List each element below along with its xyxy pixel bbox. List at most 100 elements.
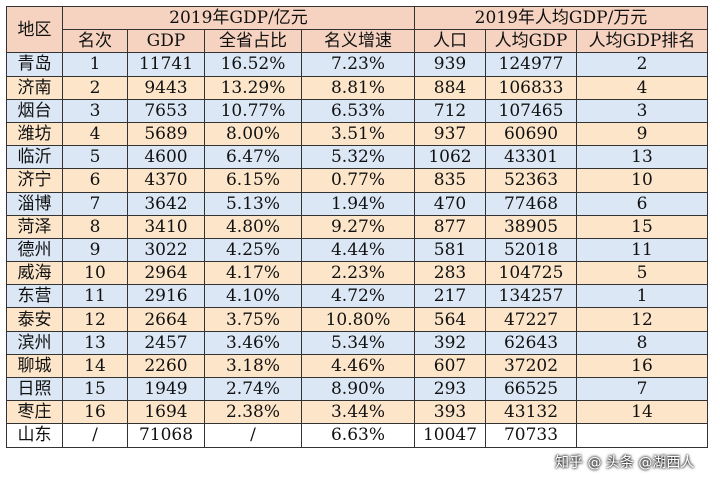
table-row: 枣庄 16 1694 2.38% 3.44% 393 43132 14 bbox=[6, 400, 708, 425]
cell-rank: 13 bbox=[62, 330, 128, 355]
cell-city: 聊城 bbox=[6, 353, 63, 379]
table-row: 滨州 13 2457 3.46% 5.34% 392 62643 8 bbox=[6, 330, 708, 355]
source-watermark: 知乎 @ 头条 @湖西人 bbox=[555, 455, 695, 471]
cell-share: 2.74% bbox=[204, 376, 302, 402]
cell-per-capita-rank: 9 bbox=[576, 121, 708, 147]
table-row: 泰安 12 2664 3.75% 10.80% 564 47227 12 bbox=[6, 307, 708, 332]
cell-growth: 1.94% bbox=[301, 191, 415, 216]
cell-rank: 15 bbox=[62, 376, 128, 402]
cell-rank: 2 bbox=[62, 75, 128, 100]
cell-population: 293 bbox=[414, 376, 486, 402]
cell-city: 淄博 bbox=[6, 191, 63, 216]
cell-per-capita-gdp: 37202 bbox=[485, 353, 577, 379]
cell-city: 德州 bbox=[6, 237, 63, 263]
cell-per-capita-gdp: 43301 bbox=[485, 145, 577, 170]
cell-city: 菏泽 bbox=[6, 214, 63, 239]
cell-population: 884 bbox=[414, 75, 486, 100]
cell-rank: 16 bbox=[62, 400, 128, 425]
cell-share: 16.52% bbox=[204, 52, 302, 77]
cell-gdp: 5689 bbox=[127, 121, 205, 147]
table-row: 淄博 7 3642 5.13% 1.94% 470 77468 6 bbox=[6, 191, 708, 216]
cell-gdp: 4600 bbox=[127, 145, 205, 170]
cell-population: 835 bbox=[414, 168, 486, 193]
cell-growth: 6.53% bbox=[301, 98, 415, 123]
cell-growth: 10.80% bbox=[301, 307, 415, 332]
cell-per-capita-gdp: 77468 bbox=[485, 191, 577, 216]
header-growth: 名义增速 bbox=[301, 29, 415, 54]
cell-share: 4.17% bbox=[204, 261, 302, 286]
cell-growth: 3.44% bbox=[301, 400, 415, 425]
cell-rank: 3 bbox=[62, 98, 128, 123]
cell-per-capita-rank: 1 bbox=[576, 284, 708, 309]
cell-per-capita-rank: 2 bbox=[576, 52, 708, 77]
cell-per-capita-gdp: 52363 bbox=[485, 168, 577, 193]
cell-per-capita-gdp: 104725 bbox=[485, 261, 577, 286]
header-rank: 名次 bbox=[62, 29, 128, 54]
table-row: 潍坊 4 5689 8.00% 3.51% 937 60690 9 bbox=[6, 121, 708, 147]
cell-per-capita-gdp: 60690 bbox=[485, 121, 577, 147]
cell-share: 2.38% bbox=[204, 400, 302, 425]
cell-rank: 1 bbox=[62, 52, 128, 77]
cell-population: 607 bbox=[414, 353, 486, 379]
header-per-capita-rank: 人均GDP排名 bbox=[576, 29, 708, 54]
cell-share: 4.10% bbox=[204, 284, 302, 309]
table-row-total: 山东/71068/6.63% 10047 70733 bbox=[6, 423, 708, 448]
cell-per-capita-gdp: 62643 bbox=[485, 330, 577, 355]
cell-population: 939 bbox=[414, 52, 486, 77]
cell-rank: 10 bbox=[62, 261, 128, 286]
cell-growth: 2.23% bbox=[301, 261, 415, 286]
cell-per-capita-gdp: 52018 bbox=[485, 237, 577, 263]
cell-growth: 4.44% bbox=[301, 237, 415, 263]
total-cell-growth: 6.63% bbox=[301, 423, 415, 448]
table-row: 日照 15 1949 2.74% 8.90% 293 66525 7 bbox=[6, 376, 708, 402]
cell-per-capita-rank: 3 bbox=[576, 98, 708, 123]
cell-growth: 7.23% bbox=[301, 52, 415, 77]
cell-city: 烟台 bbox=[6, 98, 63, 123]
cell-share: 4.25% bbox=[204, 237, 302, 263]
cell-city: 滨州 bbox=[6, 330, 63, 355]
cell-growth: 9.27% bbox=[301, 214, 415, 239]
cell-per-capita-gdp: 134257 bbox=[485, 284, 577, 309]
cell-per-capita-gdp: 124977 bbox=[485, 52, 577, 77]
cell-city: 泰安 bbox=[6, 307, 63, 332]
header-population: 人口 bbox=[414, 29, 486, 54]
cell-gdp: 3410 bbox=[127, 214, 205, 239]
total-cell-per-capita-gdp: 70733 bbox=[485, 423, 577, 448]
cell-gdp: 4370 bbox=[127, 168, 205, 193]
table-row: 烟台 3 7653 10.77% 6.53% 712 107465 3 bbox=[6, 98, 708, 123]
cell-population: 470 bbox=[414, 191, 486, 216]
cell-rank: 8 bbox=[62, 214, 128, 239]
gdp-table: 地区 2019年GDP/亿元 2019年人均GDP/万元 名次 GDP 全省占比… bbox=[6, 5, 708, 448]
cell-share: 4.80% bbox=[204, 214, 302, 239]
table-row: 德州 9 3022 4.25% 4.44% 581 52018 11 bbox=[6, 237, 708, 263]
cell-share: 6.15% bbox=[204, 168, 302, 193]
cell-growth: 5.34% bbox=[301, 330, 415, 355]
total-cell-per-capita-rank bbox=[576, 423, 708, 448]
table-row: 威海 10 2964 4.17% 2.23% 283 104725 5 bbox=[6, 261, 708, 286]
cell-city: 济南 bbox=[6, 75, 63, 100]
cell-population: 581 bbox=[414, 237, 486, 263]
cell-growth: 3.51% bbox=[301, 121, 415, 147]
cell-per-capita-rank: 16 bbox=[576, 353, 708, 379]
cell-per-capita-rank: 4 bbox=[576, 75, 708, 100]
table-row: 菏泽 8 3410 4.80% 9.27% 877 38905 15 bbox=[6, 214, 708, 239]
cell-growth: 4.46% bbox=[301, 353, 415, 379]
cell-city: 日照 bbox=[6, 376, 63, 402]
cell-growth: 8.81% bbox=[301, 75, 415, 100]
cell-population: 392 bbox=[414, 330, 486, 355]
header-group-per-capita: 2019年人均GDP/万元 bbox=[414, 5, 708, 31]
cell-gdp: 1949 bbox=[127, 376, 205, 402]
cell-population: 564 bbox=[414, 307, 486, 332]
cell-share: 8.00% bbox=[204, 121, 302, 147]
cell-city: 青岛 bbox=[6, 52, 63, 77]
cell-rank: 6 bbox=[62, 168, 128, 193]
cell-per-capita-gdp: 66525 bbox=[485, 376, 577, 402]
cell-share: 3.46% bbox=[204, 330, 302, 355]
cell-rank: 7 bbox=[62, 191, 128, 216]
cell-gdp: 2964 bbox=[127, 261, 205, 286]
cell-per-capita-rank: 6 bbox=[576, 191, 708, 216]
cell-gdp: 2457 bbox=[127, 330, 205, 355]
cell-population: 877 bbox=[414, 214, 486, 239]
table-row: 东营 11 2916 4.10% 4.72% 217 134257 1 bbox=[6, 284, 708, 309]
cell-rank: 12 bbox=[62, 307, 128, 332]
